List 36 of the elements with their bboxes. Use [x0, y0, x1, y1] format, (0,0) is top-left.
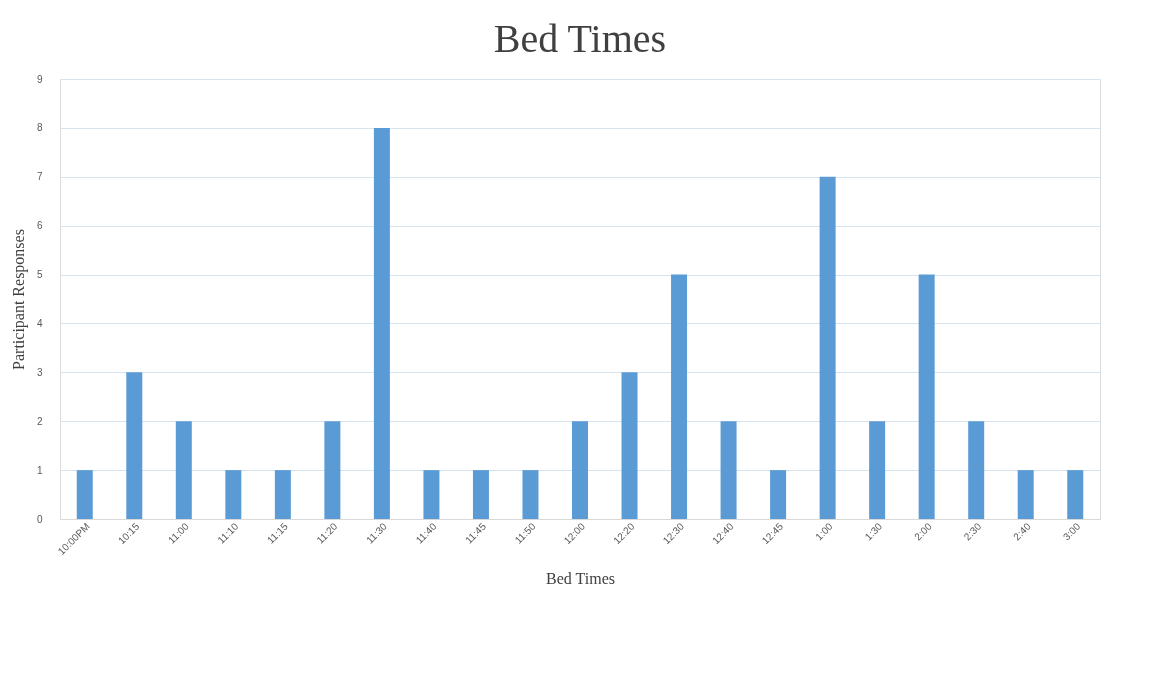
y-tick-label: 8: [36, 122, 43, 134]
y-tick-label: 1: [36, 464, 43, 476]
y-tick-label: 3: [36, 366, 43, 378]
y-axis-title: Participant Responses: [9, 229, 28, 370]
x-tick-label: 3:00: [1060, 520, 1083, 543]
bar: [671, 274, 688, 519]
bar: [572, 421, 588, 519]
bar: [175, 421, 192, 519]
bar: [621, 372, 638, 519]
bar: [225, 470, 242, 519]
chart-title: Bed Times: [493, 16, 667, 61]
bar: [770, 470, 787, 519]
y-tick-label: 5: [36, 269, 43, 281]
bar: [819, 176, 836, 519]
y-tick-label: 6: [36, 220, 43, 232]
y-tick-label: 0: [36, 513, 43, 525]
bar: [1067, 470, 1084, 519]
bar: [522, 470, 539, 519]
y-tick-label: 7: [36, 171, 43, 183]
bar: [373, 127, 390, 519]
y-tick-label: 9: [36, 73, 43, 85]
bar: [76, 470, 93, 519]
x-axis-title: Bed Times: [546, 569, 615, 587]
bar: [968, 421, 985, 519]
bar: [720, 421, 737, 519]
bar: [918, 274, 935, 519]
y-tick-label: 2: [36, 415, 43, 427]
bar: [126, 372, 143, 519]
bar: [274, 470, 291, 519]
bar: [472, 470, 489, 519]
x-tick-label: 1:00: [813, 520, 835, 543]
bar: [869, 421, 886, 519]
bar: [1017, 470, 1034, 519]
bar: [423, 470, 440, 519]
bar: [324, 421, 341, 519]
y-tick-label: 4: [36, 317, 43, 329]
